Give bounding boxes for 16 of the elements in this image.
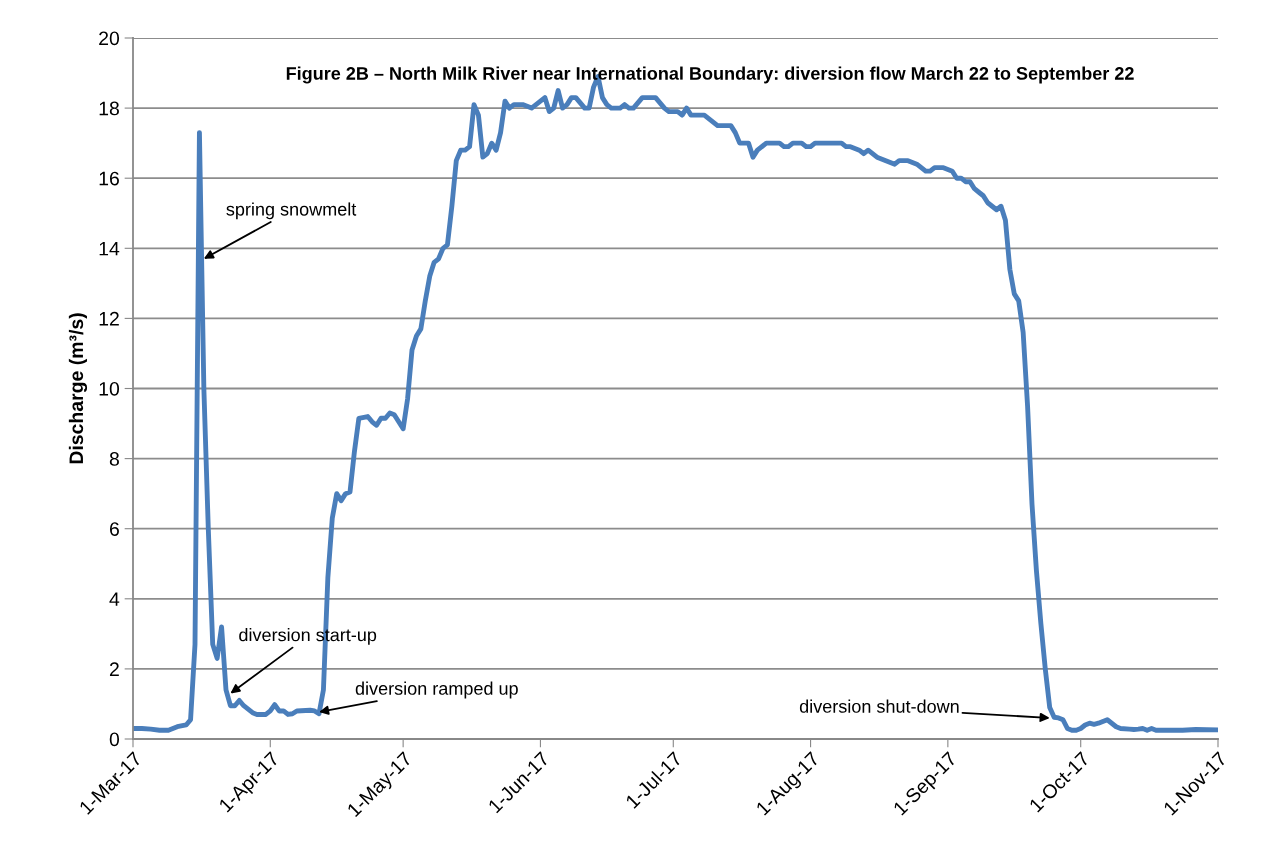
y-tick-label: 4 — [109, 592, 120, 606]
annotation: diversion shut-down — [799, 699, 959, 713]
annotation: diversion ramped up — [355, 681, 518, 699]
y-tick-label: 10 — [99, 381, 120, 396]
y-tick-label: 20 — [99, 31, 120, 46]
text: Figure 2B – North Milk River near International Boundary: diversion flow March 22 to September 22 — [286, 66, 1134, 84]
y-tick-label: 16 — [99, 171, 119, 186]
y-tick-label: 6 — [109, 522, 119, 536]
y-tick-label: 14 — [99, 241, 120, 256]
y-tick-label: 18 — [99, 101, 119, 116]
y-tick-label: 12 — [99, 311, 119, 326]
y-tick-label: 0 — [109, 732, 120, 747]
y-tick-label: 8 — [109, 452, 119, 466]
annotation: spring snowmelt — [226, 202, 357, 220]
y-tick-label: 2 — [109, 662, 119, 676]
y-axis-title: Discharge (m³/s) — [68, 313, 88, 464]
